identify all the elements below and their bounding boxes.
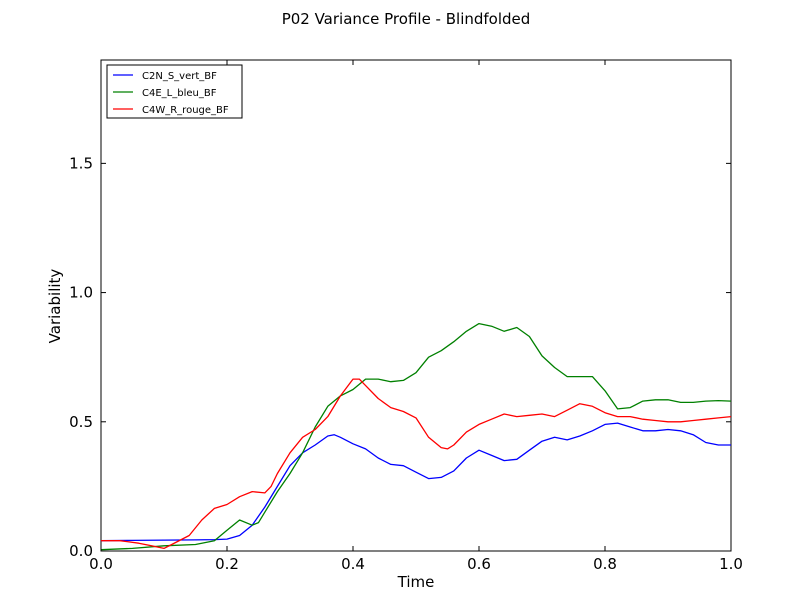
y-tick-label: 1.5: [69, 154, 93, 172]
plot-area: [100, 59, 732, 552]
x-tick-label: 0.2: [215, 555, 239, 573]
x-axis-label: Time: [397, 573, 435, 591]
ticks-layer: 0.0 0.2 0.4 0.6 0.8 1.0 0.0 0.5 1.0 1.5: [69, 60, 743, 573]
series-line-3: [101, 378, 732, 550]
plot-frame: [100, 59, 732, 552]
x-tick-label: 1.0: [719, 555, 743, 573]
series-layer: [100, 322, 732, 551]
x-tick-label: 0.8: [593, 555, 617, 573]
legend-label-2: C4E_L_bleu_BF: [142, 88, 217, 99]
x-tick-label: 0.4: [341, 555, 365, 573]
y-tick-label: 1.0: [69, 284, 93, 302]
y-tick-label: 0.5: [69, 413, 93, 431]
y-axis-label: Variability: [46, 269, 64, 344]
x-tick-label: 0.6: [467, 555, 491, 573]
series-line-2: [100, 322, 732, 551]
legend-label-1: C2N_S_vert_BF: [142, 71, 217, 82]
chart-title: P02 Variance Profile - Blindfolded: [282, 10, 531, 28]
series-line-1: [100, 422, 731, 542]
y-tick-label: 0.0: [69, 542, 93, 560]
legend: C2N_S_vert_BF C4E_L_bleu_BF C4W_R_rouge_BF: [106, 64, 243, 119]
x-tick-label: 0.0: [89, 555, 113, 573]
legend-label-3: C4W_R_rouge_BF: [142, 105, 229, 116]
